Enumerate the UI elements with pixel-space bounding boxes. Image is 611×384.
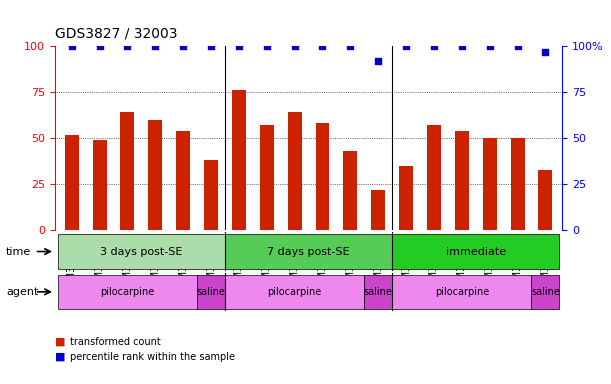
Point: [262, 43, 272, 49]
Bar: [364, 275, 392, 309]
Point: [429, 43, 439, 49]
Point: [67, 43, 76, 49]
Point: [485, 43, 494, 49]
Bar: [120, 113, 134, 230]
Text: ■: ■: [55, 352, 65, 362]
Text: immediate: immediate: [445, 247, 506, 257]
Text: time: time: [6, 247, 31, 257]
Bar: [148, 120, 163, 230]
Text: ■: ■: [55, 337, 65, 347]
Bar: [538, 170, 552, 230]
Bar: [260, 125, 274, 230]
Text: saline: saline: [197, 287, 225, 297]
Text: GDS3827 / 32003: GDS3827 / 32003: [55, 27, 177, 41]
Text: percentile rank within the sample: percentile rank within the sample: [70, 352, 235, 362]
Bar: [93, 140, 106, 230]
Bar: [392, 234, 559, 269]
Bar: [427, 125, 441, 230]
Bar: [392, 275, 532, 309]
Point: [373, 58, 383, 64]
Bar: [371, 190, 385, 230]
Point: [95, 43, 104, 49]
Bar: [399, 166, 413, 230]
Bar: [483, 138, 497, 230]
Bar: [65, 134, 79, 230]
Point: [318, 43, 327, 49]
Point: [123, 43, 133, 49]
Point: [401, 43, 411, 49]
Text: transformed count: transformed count: [70, 337, 161, 347]
Point: [541, 48, 551, 55]
Point: [513, 43, 522, 49]
Text: 3 days post-SE: 3 days post-SE: [100, 247, 183, 257]
Point: [150, 43, 160, 49]
Bar: [58, 234, 225, 269]
Point: [457, 43, 467, 49]
Text: pilocarpine: pilocarpine: [434, 287, 489, 297]
Bar: [532, 275, 559, 309]
Bar: [455, 131, 469, 230]
Bar: [232, 90, 246, 230]
Bar: [225, 234, 392, 269]
Text: pilocarpine: pilocarpine: [100, 287, 155, 297]
Bar: [197, 275, 225, 309]
Point: [206, 43, 216, 49]
Bar: [176, 131, 190, 230]
Bar: [204, 161, 218, 230]
Bar: [288, 113, 302, 230]
Point: [290, 43, 299, 49]
Bar: [343, 151, 357, 230]
Text: saline: saline: [364, 287, 393, 297]
Point: [178, 43, 188, 49]
Bar: [58, 275, 197, 309]
Bar: [315, 124, 329, 230]
Text: pilocarpine: pilocarpine: [268, 287, 322, 297]
Text: agent: agent: [6, 287, 38, 297]
Point: [345, 43, 355, 49]
Point: [234, 43, 244, 49]
Bar: [511, 138, 524, 230]
Bar: [225, 275, 364, 309]
Text: 7 days post-SE: 7 days post-SE: [267, 247, 350, 257]
Text: saline: saline: [531, 287, 560, 297]
